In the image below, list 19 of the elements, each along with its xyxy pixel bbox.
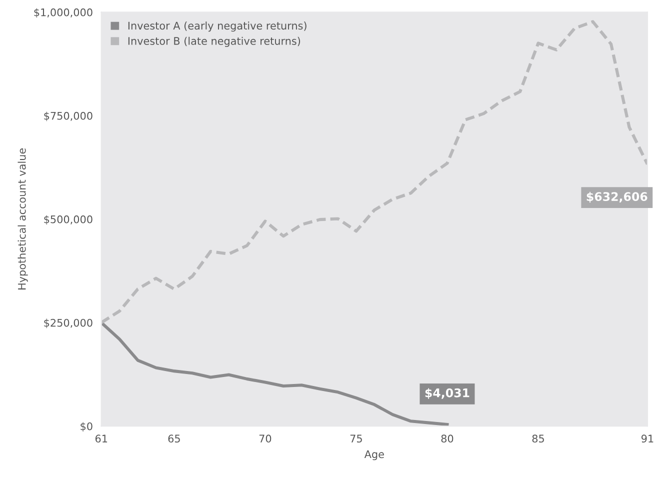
x-tick-label: 75 — [350, 434, 362, 443]
x-tick-label: 65 — [168, 434, 180, 443]
legend-label: Investor B (late negative returns) — [128, 36, 300, 47]
x-axis-title: Age — [364, 450, 384, 460]
x-tick-label: 70 — [259, 434, 272, 443]
y-tick-label: $500,000 — [44, 215, 92, 225]
y-tick-label: $1,000,000 — [34, 8, 92, 18]
line-series — [101, 20, 648, 324]
x-tick-label: 61 — [95, 434, 108, 443]
x-tick-label: 91 — [641, 434, 654, 443]
legend-label: Investor A (early negative returns) — [128, 22, 306, 32]
y-axis-title: Hypothetical account value — [18, 148, 28, 290]
y-tick-label: $250,000 — [44, 318, 92, 328]
data-label: $4,031 — [425, 388, 470, 399]
x-tick-label: 85 — [532, 434, 544, 443]
y-tick-label: $0 — [80, 422, 92, 432]
data-label: $632,606 — [586, 192, 648, 203]
y-tick-label: $750,000 — [44, 112, 92, 122]
x-tick-label: 80 — [441, 434, 454, 443]
